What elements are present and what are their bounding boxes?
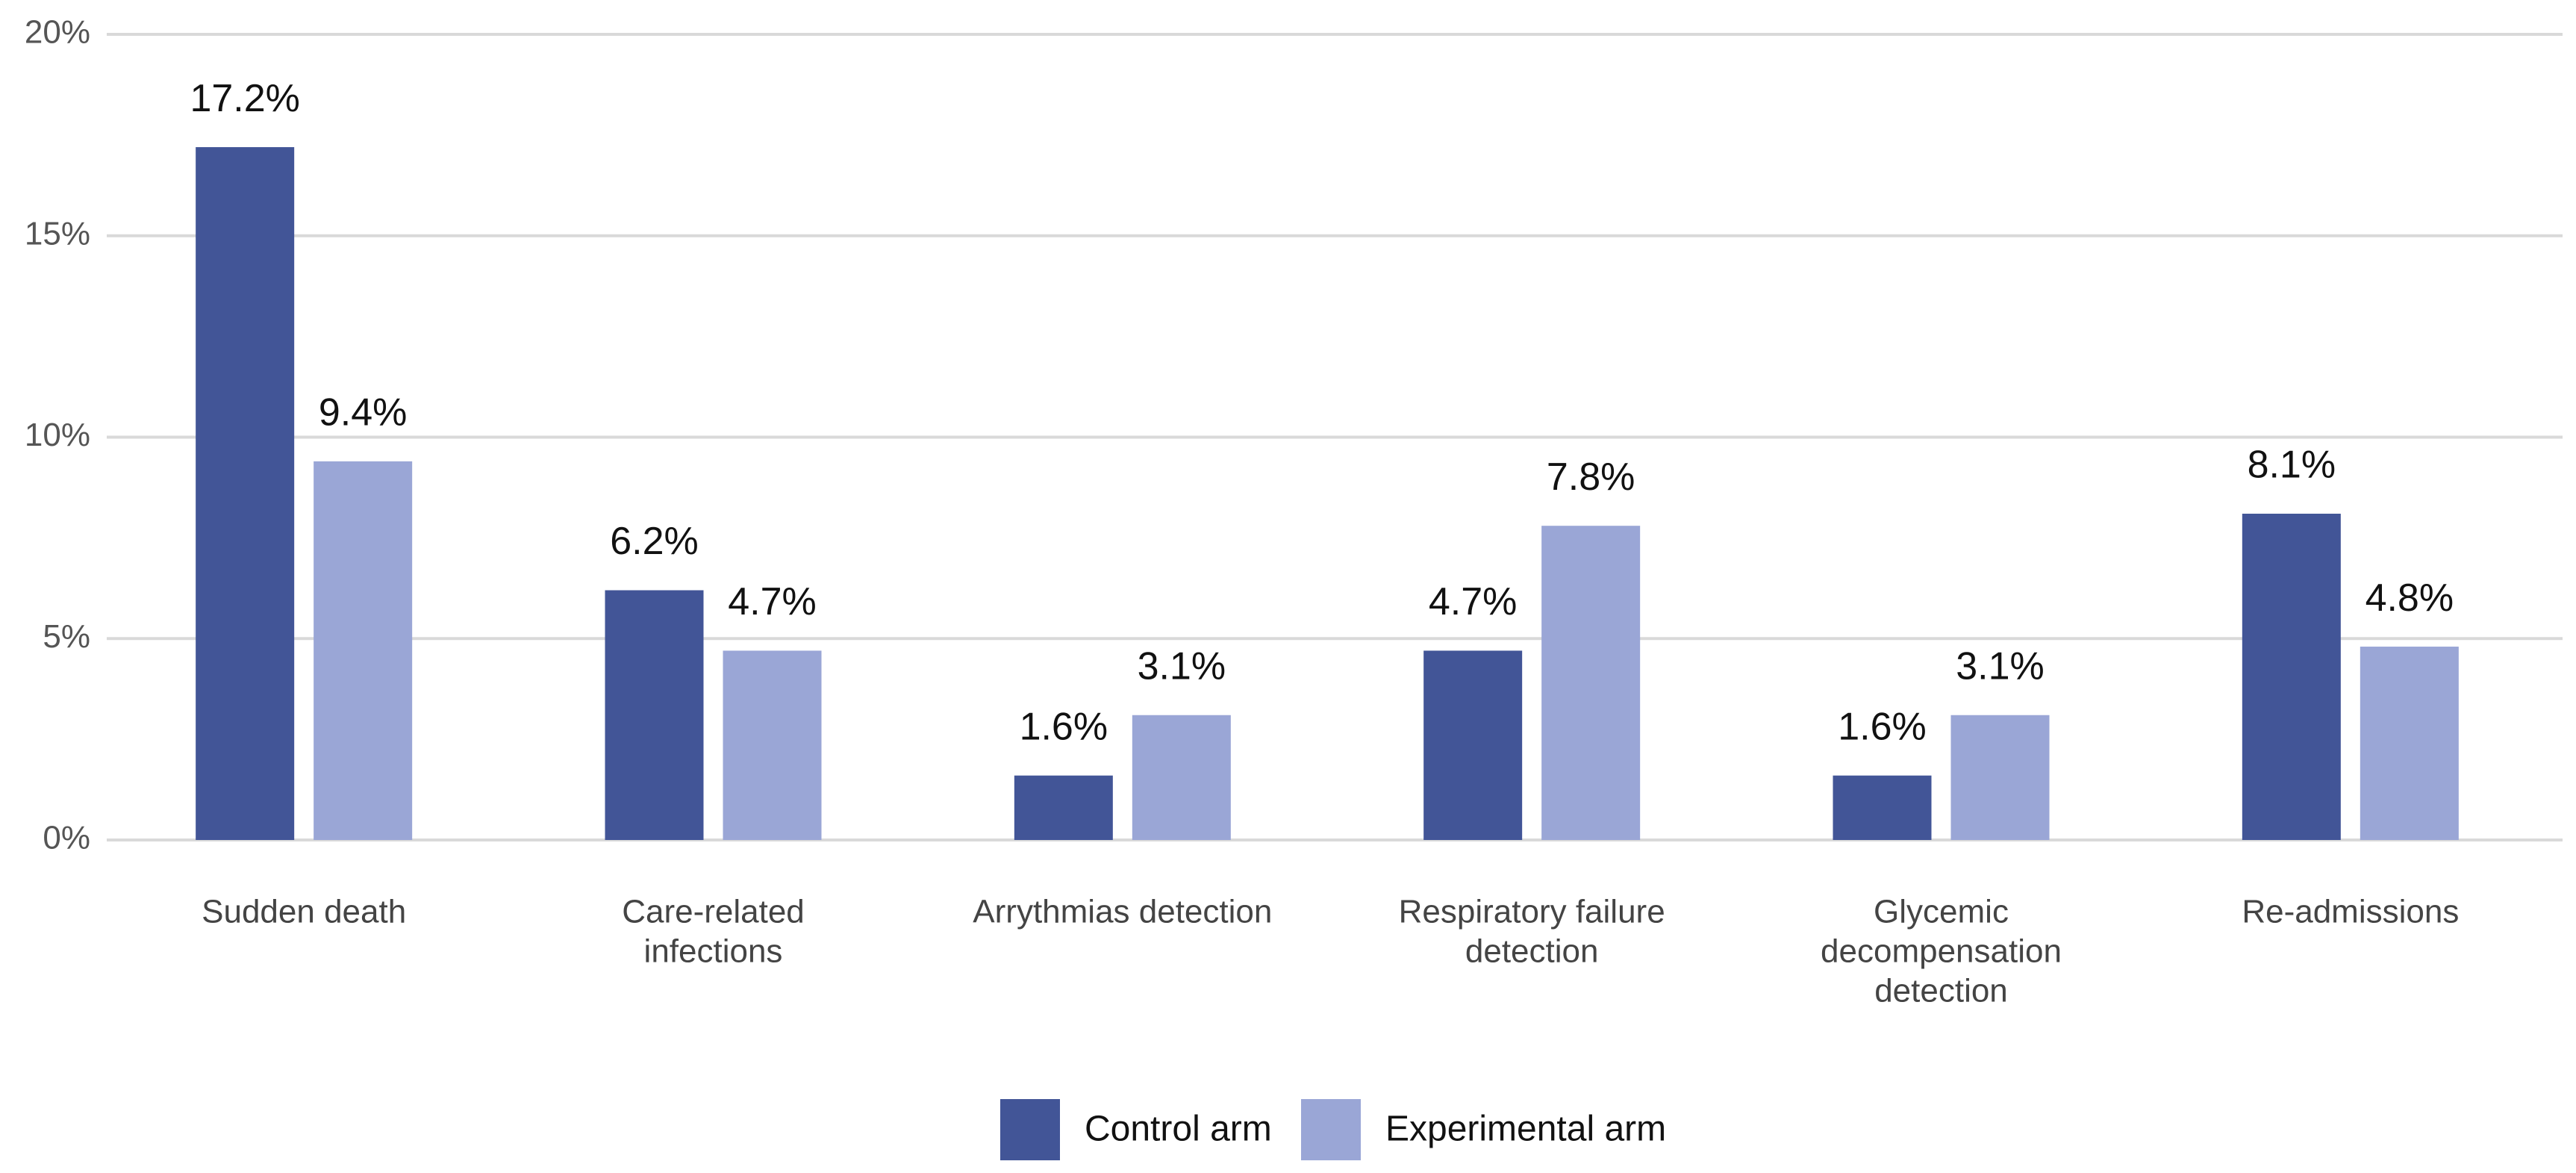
legend-label: Experimental arm xyxy=(1385,1110,1666,1149)
value-label: 17.2% xyxy=(190,77,299,120)
value-label: 4.8% xyxy=(2366,576,2454,620)
value-label: 3.1% xyxy=(1138,644,1226,688)
legend-label: Control arm xyxy=(1085,1110,1272,1149)
value-label: 7.8% xyxy=(1547,455,1635,499)
bar xyxy=(1950,715,2050,840)
value-label: 6.2% xyxy=(610,520,699,563)
value-label: 9.4% xyxy=(319,391,408,435)
x-tick-label: infections xyxy=(644,933,783,970)
x-tick-label: Re-admissions xyxy=(2242,894,2459,930)
value-label: 4.7% xyxy=(728,580,817,623)
bar xyxy=(1014,775,1113,840)
x-tick-label: detection xyxy=(1465,933,1599,970)
x-tick-label: decompensation xyxy=(1821,933,2062,970)
bar xyxy=(1833,775,1932,840)
y-tick-label: 0% xyxy=(43,820,90,856)
legend-swatch xyxy=(1301,1099,1361,1160)
y-tick-label: 10% xyxy=(25,417,90,453)
x-tick-label: detection xyxy=(1874,973,2008,1009)
value-label: 8.1% xyxy=(2248,444,2336,487)
bar xyxy=(1423,650,1523,840)
x-tick-label: Sudden death xyxy=(202,894,406,930)
y-tick-label: 20% xyxy=(25,14,90,51)
value-label: 3.1% xyxy=(1956,644,2045,688)
bar xyxy=(314,461,413,840)
bar xyxy=(1541,526,1641,840)
y-tick-label: 5% xyxy=(43,618,90,655)
bar xyxy=(196,147,295,840)
bar xyxy=(2360,647,2459,840)
value-label: 1.6% xyxy=(1838,705,1927,748)
value-label: 1.6% xyxy=(1020,705,1108,748)
bar xyxy=(2242,514,2341,840)
bar xyxy=(1132,715,1231,840)
value-label: 4.7% xyxy=(1429,580,1518,623)
x-tick-label: Respiratory failure xyxy=(1399,894,1665,930)
x-tick-label: Glycemic xyxy=(1874,894,2009,930)
legend-swatch xyxy=(1000,1099,1060,1160)
y-tick-label: 15% xyxy=(25,215,90,252)
x-tick-label: Care-related xyxy=(622,894,805,930)
x-tick-label: Arrythmias detection xyxy=(973,894,1272,930)
bar xyxy=(605,590,704,840)
bar xyxy=(723,650,822,840)
